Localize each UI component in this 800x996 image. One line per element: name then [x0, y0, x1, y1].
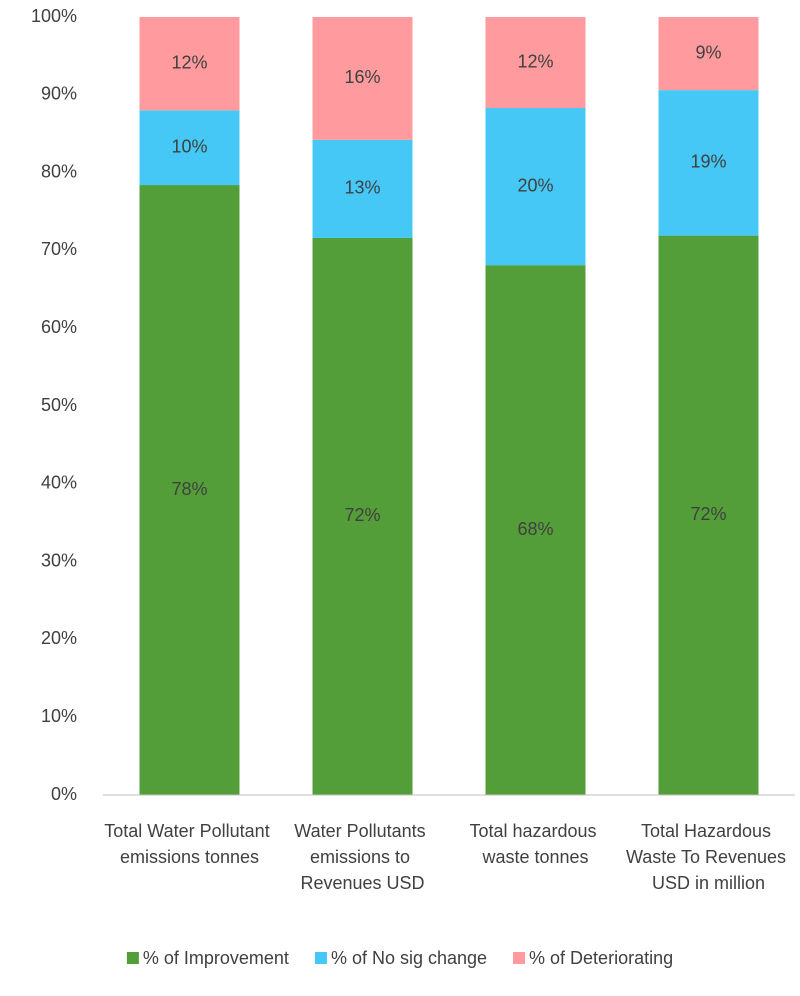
bar-segment	[139, 185, 240, 796]
data-label: 12%	[517, 51, 553, 71]
data-label: 10%	[171, 136, 207, 156]
bar-segment	[485, 17, 586, 109]
y-tick-label: 0%	[51, 784, 77, 804]
x-tick-label: Water Pollutants emissions to Revenues U…	[294, 821, 430, 893]
bar-segment	[312, 17, 413, 140]
data-label: 19%	[690, 152, 726, 172]
bar-segment	[139, 110, 240, 186]
y-tick-label: 40%	[41, 473, 77, 493]
data-label: 12%	[171, 52, 207, 72]
bar-segment	[485, 108, 586, 266]
legend-label: % of No sig change	[331, 948, 487, 968]
bar-segment	[312, 237, 413, 795]
legend-label: % of Improvement	[143, 948, 289, 968]
x-tick-label: Total hazardous waste tonnes	[469, 821, 601, 867]
legend-swatch	[314, 952, 327, 964]
bar-segment	[658, 90, 759, 236]
y-tick-label: 90%	[41, 84, 77, 104]
y-tick-label: 30%	[41, 550, 77, 570]
x-tick-label: Total Hazardous Waste To Revenues USD in…	[626, 821, 791, 893]
bar-segment	[658, 17, 759, 91]
y-tick-label: 50%	[41, 395, 77, 415]
y-tick-label: 10%	[41, 706, 77, 726]
data-label: 72%	[344, 505, 380, 525]
data-label: 9%	[695, 42, 721, 62]
data-label: 13%	[344, 178, 380, 198]
y-tick-label: 60%	[41, 317, 77, 337]
legend-swatch	[126, 952, 139, 964]
data-label: 16%	[344, 67, 380, 87]
y-tick-label: 100%	[31, 6, 77, 26]
bar-segment	[658, 235, 759, 796]
legend-swatch	[513, 952, 526, 964]
bar-segment	[312, 139, 413, 238]
data-label: 68%	[517, 519, 553, 539]
y-tick-label: 20%	[41, 628, 77, 648]
data-label: 72%	[690, 504, 726, 524]
data-label: 20%	[517, 175, 553, 195]
y-tick-label: 80%	[41, 161, 77, 181]
data-label: 78%	[171, 479, 207, 499]
x-tick-label: Total Water Pollutant emissions tonnes	[104, 821, 274, 867]
bar-segment	[485, 265, 586, 795]
y-tick-label: 70%	[41, 239, 77, 259]
legend-label: % of Deteriorating	[529, 948, 673, 968]
bar-segment	[139, 17, 240, 111]
